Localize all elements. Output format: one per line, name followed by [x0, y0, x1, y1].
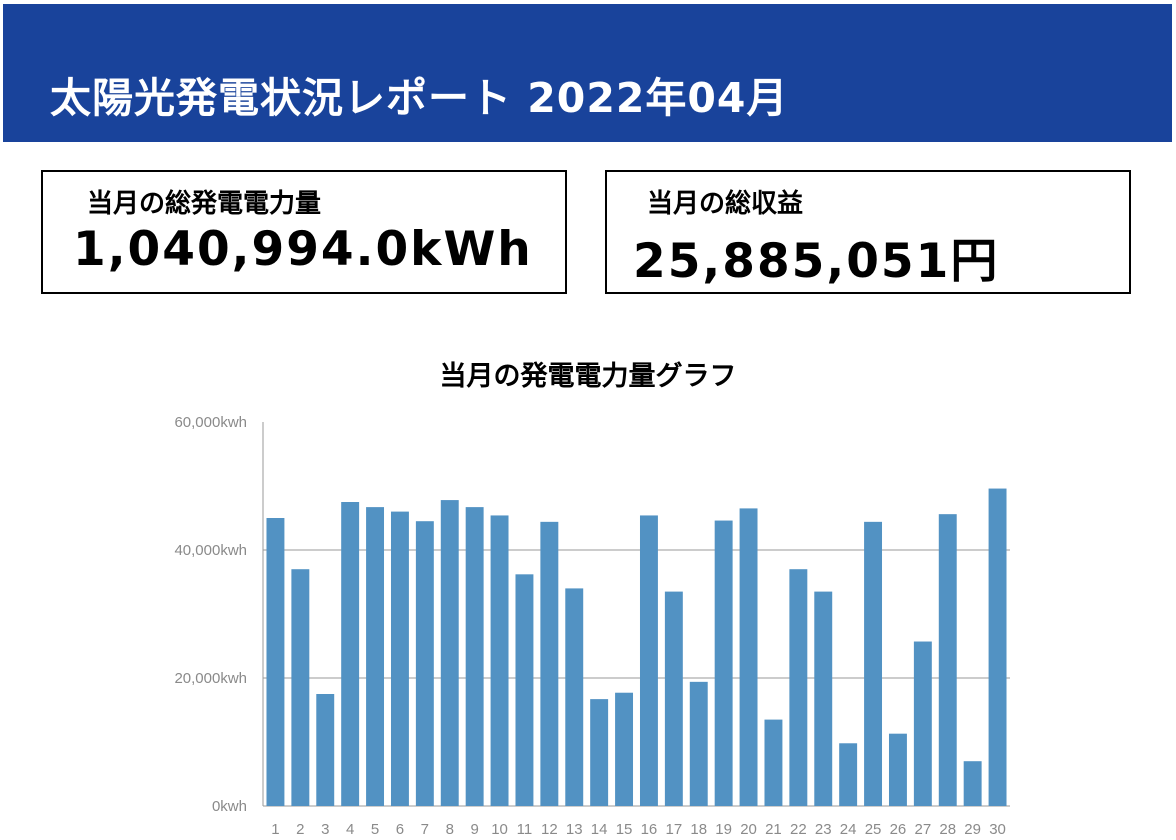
x-tick-label: 22	[790, 821, 807, 838]
x-tick-label: 9	[470, 821, 478, 838]
x-tick-label: 27	[915, 821, 932, 838]
total-generation-label: 当月の総発電電力量	[87, 189, 322, 219]
bar-day-13	[565, 588, 584, 806]
y-tick-label: 0kwh	[212, 798, 247, 815]
report-header: 太陽光発電状況レポート 2022年04月	[3, 4, 1172, 142]
total-generation-card: 当月の総発電電力量 1,040,994.0kWh	[41, 170, 567, 294]
x-tick-label: 19	[715, 821, 732, 838]
bar-day-26	[888, 733, 907, 806]
x-tick-label: 7	[421, 821, 429, 838]
x-tick-label: 8	[446, 821, 454, 838]
x-tick-label: 25	[865, 821, 882, 838]
chart-title: 当月の発電電力量グラフ	[439, 361, 737, 392]
bar-day-12	[540, 521, 559, 806]
x-tick-label: 12	[541, 821, 558, 838]
x-tick-label: 13	[566, 821, 583, 838]
x-tick-label: 3	[321, 821, 329, 838]
x-tick-label: 26	[890, 821, 907, 838]
x-tick-label: 21	[765, 821, 782, 838]
bar-day-15	[615, 692, 634, 806]
bar-day-14	[590, 699, 609, 806]
total-revenue-label: 当月の総収益	[647, 189, 804, 219]
bar-day-20	[739, 508, 758, 806]
y-tick-label: 40,000kwh	[174, 542, 247, 559]
report-title: 太陽光発電状況レポート 2022年04月	[50, 74, 789, 122]
x-tick-label: 20	[740, 821, 757, 838]
bar-day-23	[814, 591, 833, 806]
x-tick-label: 18	[690, 821, 707, 838]
bar-day-4	[341, 502, 360, 806]
x-tick-label: 14	[591, 821, 608, 838]
bar-day-19	[714, 520, 733, 806]
bar-day-7	[415, 521, 434, 806]
x-tick-label: 2	[296, 821, 304, 838]
x-tick-label: 30	[989, 821, 1006, 838]
bar-day-29	[963, 761, 982, 806]
x-tick-label: 24	[840, 821, 857, 838]
bar-day-25	[864, 521, 883, 806]
x-tick-label: 17	[666, 821, 683, 838]
x-tick-label: 10	[491, 821, 508, 838]
x-tick-label: 29	[964, 821, 981, 838]
bar-day-22	[789, 569, 808, 806]
bar-day-17	[664, 591, 683, 806]
bar-day-3	[316, 694, 335, 806]
x-tick-label: 1	[271, 821, 279, 838]
total-generation-value: 1,040,994.0kWh	[73, 222, 533, 277]
bar-day-27	[913, 641, 932, 806]
x-tick-label: 23	[815, 821, 832, 838]
bar-day-11	[515, 574, 534, 806]
bar-day-16	[639, 515, 658, 806]
bar-day-18	[689, 681, 708, 806]
bar-day-6	[390, 511, 409, 806]
bar-day-1	[266, 518, 285, 806]
bar-day-28	[938, 514, 957, 806]
bar-day-10	[490, 515, 509, 806]
total-revenue-value: 25,885,051円	[633, 234, 1000, 289]
x-tick-label: 15	[616, 821, 633, 838]
x-tick-label: 6	[396, 821, 404, 838]
bar-day-5	[366, 507, 385, 806]
x-tick-label: 4	[346, 821, 354, 838]
x-tick-label: 5	[371, 821, 379, 838]
bar-day-30	[988, 488, 1007, 806]
x-tick-label: 28	[939, 821, 956, 838]
y-tick-label: 20,000kwh	[174, 670, 247, 687]
total-revenue-card: 当月の総収益 25,885,051円	[605, 170, 1131, 294]
x-tick-label: 16	[641, 821, 658, 838]
bar-day-24	[839, 743, 858, 806]
bar-day-9	[465, 507, 484, 806]
bar-day-8	[440, 500, 459, 806]
y-tick-label: 60,000kwh	[174, 414, 247, 431]
x-tick-label: 11	[517, 821, 533, 838]
bar-day-2	[291, 569, 310, 806]
bar-day-21	[764, 719, 783, 806]
